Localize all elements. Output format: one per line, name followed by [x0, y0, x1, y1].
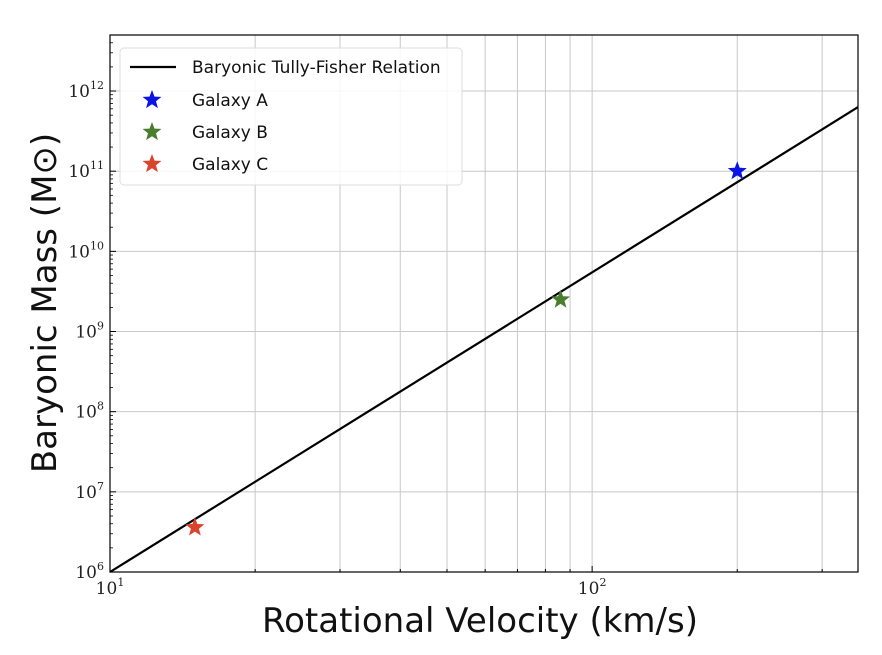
legend-star-galaxy-b [142, 122, 162, 141]
legend: Baryonic Tully-Fisher Relation Galaxy A … [119, 47, 463, 186]
y-tick-label: 106 [75, 560, 104, 583]
y-tick-label: 1012 [68, 79, 104, 102]
galaxy-a-point [727, 161, 747, 180]
x-tick-label: 102 [578, 576, 607, 599]
legend-label-galaxy-c: Galaxy C [192, 155, 268, 175]
marks [109, 106, 859, 573]
plot-frame [109, 34, 859, 573]
y-tick-label: 109 [75, 320, 104, 343]
legend-label-galaxy-a: Galaxy A [192, 91, 268, 111]
galaxy-c-point [185, 517, 205, 536]
x-tick-label: 101 [96, 576, 125, 599]
y-tick-label: 1011 [68, 159, 104, 182]
y-tick-label: 107 [75, 480, 104, 503]
legend-label-galaxy-b: Galaxy B [192, 123, 268, 143]
legend-star-galaxy-c [142, 154, 162, 173]
legend-label-line: Baryonic Tully-Fisher Relation [192, 58, 441, 78]
y-tick-label: 1010 [68, 239, 104, 262]
btfr-line [109, 106, 859, 573]
galaxy-b-point [551, 289, 571, 308]
y-tick-label: 108 [75, 400, 104, 423]
ticks: 106 107 108 109 1010 1011 1012 101 102 [68, 34, 823, 599]
legend-star-galaxy-a [142, 90, 162, 109]
x-axis-label: Rotational Velocity (km/s) [262, 601, 698, 641]
legend-box [119, 47, 463, 186]
y-axis-label: Baryonic Mass (M⊙) [25, 133, 65, 473]
